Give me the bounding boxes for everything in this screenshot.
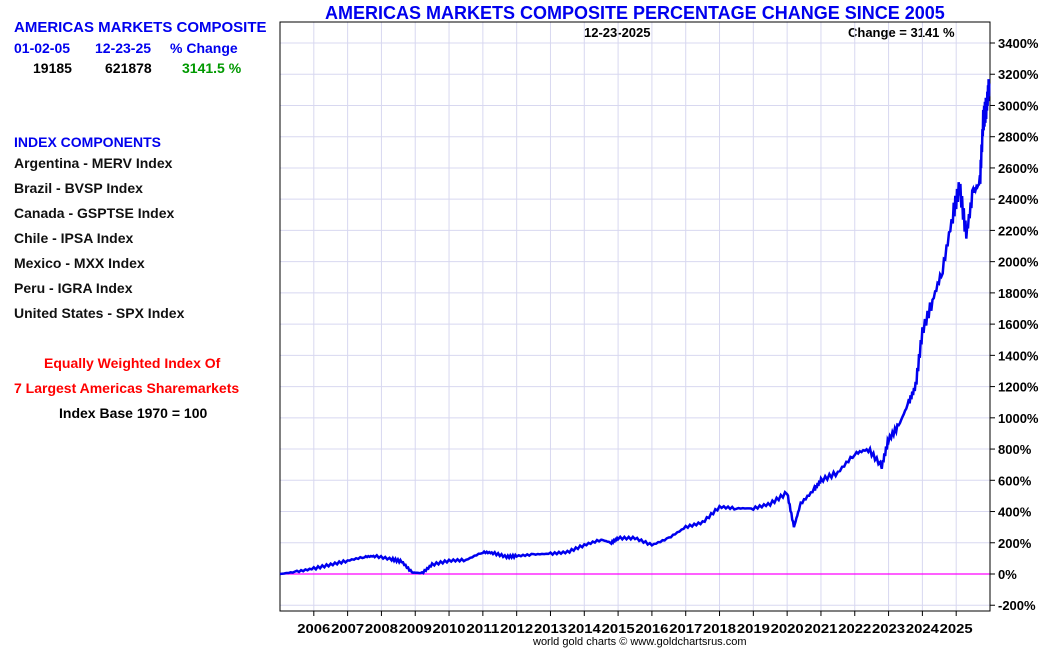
x-tick-label: 2020 (771, 621, 804, 636)
y-tick-label: 3400% (998, 36, 1039, 51)
chart-date-label: 12-23-2025 (584, 25, 651, 40)
x-tick-label: 2021 (804, 621, 837, 636)
x-tick-label: 2015 (602, 621, 635, 636)
y-tick-label: 200% (998, 536, 1032, 551)
component-item: Mexico - MXX Index (14, 255, 145, 271)
x-tick-label: 2013 (534, 621, 567, 636)
y-tick-label: 400% (998, 505, 1032, 520)
summary-header-start: 01-02-05 (14, 40, 71, 56)
y-tick-label: 1200% (998, 380, 1039, 395)
note-line1: Equally Weighted Index Of (44, 355, 221, 371)
x-tick-label: 2009 (399, 621, 432, 636)
summary-header-end: 12-23-25 (95, 40, 152, 56)
x-tick-label: 2022 (838, 621, 871, 636)
summary-value-end: 621878 (105, 60, 152, 76)
summary-value-change: 3141.5 % (182, 60, 242, 76)
y-tick-label: 1600% (998, 317, 1039, 332)
y-tick-label: 3000% (998, 98, 1039, 113)
y-tick-label: 2400% (998, 192, 1039, 207)
components-title: INDEX COMPONENTS (14, 134, 162, 150)
component-item: United States - SPX Index (14, 305, 185, 321)
component-item: Chile - IPSA Index (14, 230, 134, 246)
y-tick-label: 2000% (998, 255, 1039, 270)
x-tick-label: 2010 (433, 621, 466, 636)
x-tick-label: 2023 (872, 621, 905, 636)
note-line2: 7 Largest Americas Sharemarkets (14, 380, 240, 396)
component-item: Brazil - BVSP Index (14, 180, 143, 196)
y-tick-label: 2600% (998, 161, 1039, 176)
chart-title: AMERICAS MARKETS COMPOSITE PERCENTAGE CH… (325, 3, 945, 23)
component-item: Argentina - MERV Index (14, 155, 173, 171)
y-tick-label: 1800% (998, 286, 1039, 301)
x-tick-label: 2024 (906, 621, 940, 636)
x-tick-label: 2007 (331, 621, 364, 636)
y-tick-label: 0% (998, 567, 1017, 582)
x-tick-label: 2025 (940, 621, 973, 636)
x-tick-label: 2014 (568, 621, 602, 636)
y-tick-label: 1000% (998, 411, 1039, 426)
summary-header-change: % Change (170, 40, 238, 56)
y-tick-label: 1400% (998, 348, 1039, 363)
y-tick-label: 3200% (998, 67, 1039, 82)
summary-value-start: 19185 (33, 60, 72, 76)
y-tick-label: 800% (998, 442, 1032, 457)
x-tick-label: 2017 (669, 621, 702, 636)
x-tick-label: 2016 (635, 621, 668, 636)
x-tick-label: 2006 (297, 621, 330, 636)
x-tick-label: 2012 (500, 621, 533, 636)
x-tick-label: 2008 (365, 621, 398, 636)
component-item: Canada - GSPTSE Index (14, 205, 175, 221)
x-tick-label: 2019 (737, 621, 770, 636)
chart-footer: world gold charts © www.goldchartsrus.co… (533, 636, 747, 648)
y-tick-label: 2200% (998, 223, 1039, 238)
y-tick-label: 2800% (998, 130, 1039, 145)
summary-title: AMERICAS MARKETS COMPOSITE (14, 19, 267, 36)
y-tick-label: -200% (998, 598, 1036, 613)
x-tick-label: 2018 (703, 621, 736, 636)
chart-change-label: Change = 3141 % (848, 25, 955, 40)
x-tick-label: 2011 (466, 621, 499, 636)
note-line3: Index Base 1970 = 100 (59, 405, 208, 421)
series-line (279, 79, 991, 576)
y-tick-label: 600% (998, 473, 1032, 488)
plot-frame (279, 21, 991, 612)
component-item: Peru - IGRA Index (14, 280, 133, 296)
